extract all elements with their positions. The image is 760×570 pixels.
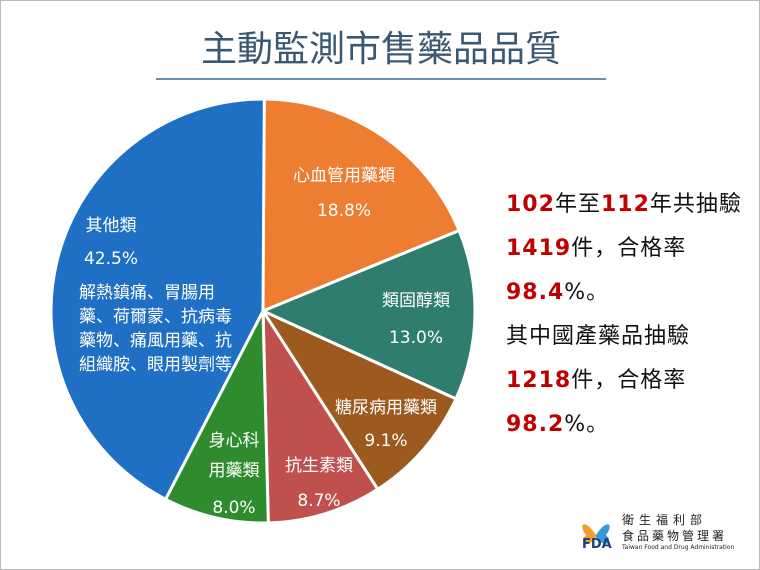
logo-icon (576, 513, 616, 553)
highlight-text: 1218 (506, 368, 572, 393)
slice-value-label: 42.5% (83, 249, 139, 269)
highlight-text: 1419 (506, 236, 572, 261)
highlight-text: 98.2 (506, 412, 565, 437)
summary-text: %。 (564, 412, 610, 437)
chart-title: 主動監測市售藥品品質 (201, 29, 561, 70)
highlight-text: 98.4 (506, 280, 565, 305)
summary-text: 件，合格率 (571, 236, 687, 261)
pie-slice (261, 305, 380, 525)
pie-slice (259, 228, 477, 401)
slice-label: 類固醇類 (382, 291, 450, 311)
summary-text: 件，合格率 (571, 368, 687, 393)
summary-paragraph: 其中國產藥品抽驗 1218件，合格率98.2%。 (506, 315, 742, 447)
slice-value-label: 9.1% (364, 431, 408, 451)
pie-slice (258, 307, 458, 492)
slice-label: 心血管用藥類 (293, 166, 395, 186)
slice-label: 抗生素類 (285, 456, 353, 476)
highlight-text: 112 (600, 192, 650, 217)
summary-text: 年共抽驗 (649, 192, 742, 217)
logo-ministry: 衛生福利部 (622, 513, 708, 527)
pie-slice (49, 97, 266, 502)
summary-paragraph: 102年至112年共抽驗 1419件，合格率98.4%。 (506, 183, 742, 315)
slice-label: 糖尿病用藥類 (335, 398, 437, 418)
pie-slice (163, 310, 270, 525)
slice-value-label: 8.0% (212, 498, 256, 518)
logo-agency: 食品藥物管理署 (622, 529, 728, 543)
logo-english: Taiwan Food and Drug Administration (622, 544, 735, 551)
slice-value-label: 8.7% (297, 491, 341, 511)
slice-label: 其他類 (85, 216, 137, 236)
summary-text: 年至 (554, 192, 601, 217)
pie-slice (261, 97, 462, 314)
annotation: 解熱鎮痛、胃腸用藥、荷爾蒙、抗病毒藥物、痛風用藥、抗組織胺、眼用製劑等 (79, 283, 232, 375)
summary-text: 其中國產藥品抽驗 (506, 324, 691, 349)
slice-label: 身心科用藥類 (208, 431, 260, 481)
butterfly (582, 524, 610, 544)
slice-value-label: 13.0% (388, 328, 444, 348)
highlight-text: 102 (506, 192, 555, 217)
logo-mark: FDA (582, 537, 612, 552)
summary-text: %。 (564, 280, 610, 305)
summary: 102年至112年共抽驗1419件，合格率98.4%。 其中國產藥品抽驗1218件… (506, 183, 742, 447)
slice-value-label: 18.8% (316, 201, 372, 221)
